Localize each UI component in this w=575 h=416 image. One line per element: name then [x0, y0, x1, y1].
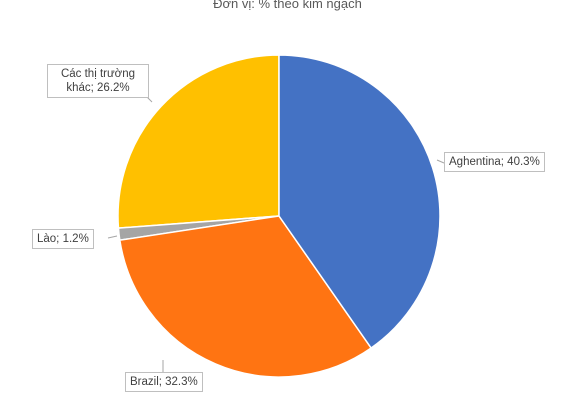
chart-title: Đơn vị: % theo kim ngạch — [213, 0, 362, 11]
leader-line — [436, 159, 445, 164]
pie-slice — [278, 54, 441, 350]
leader-line — [107, 235, 118, 239]
data-label: Các thị trường khác; 26.2% — [47, 64, 149, 98]
data-label: Lào; 1.2% — [32, 229, 94, 249]
pie-slice — [117, 54, 280, 229]
data-label: Aghentina; 40.3% — [444, 152, 545, 172]
data-label: Brazil; 32.3% — [125, 372, 203, 392]
pie-slice — [118, 215, 373, 378]
